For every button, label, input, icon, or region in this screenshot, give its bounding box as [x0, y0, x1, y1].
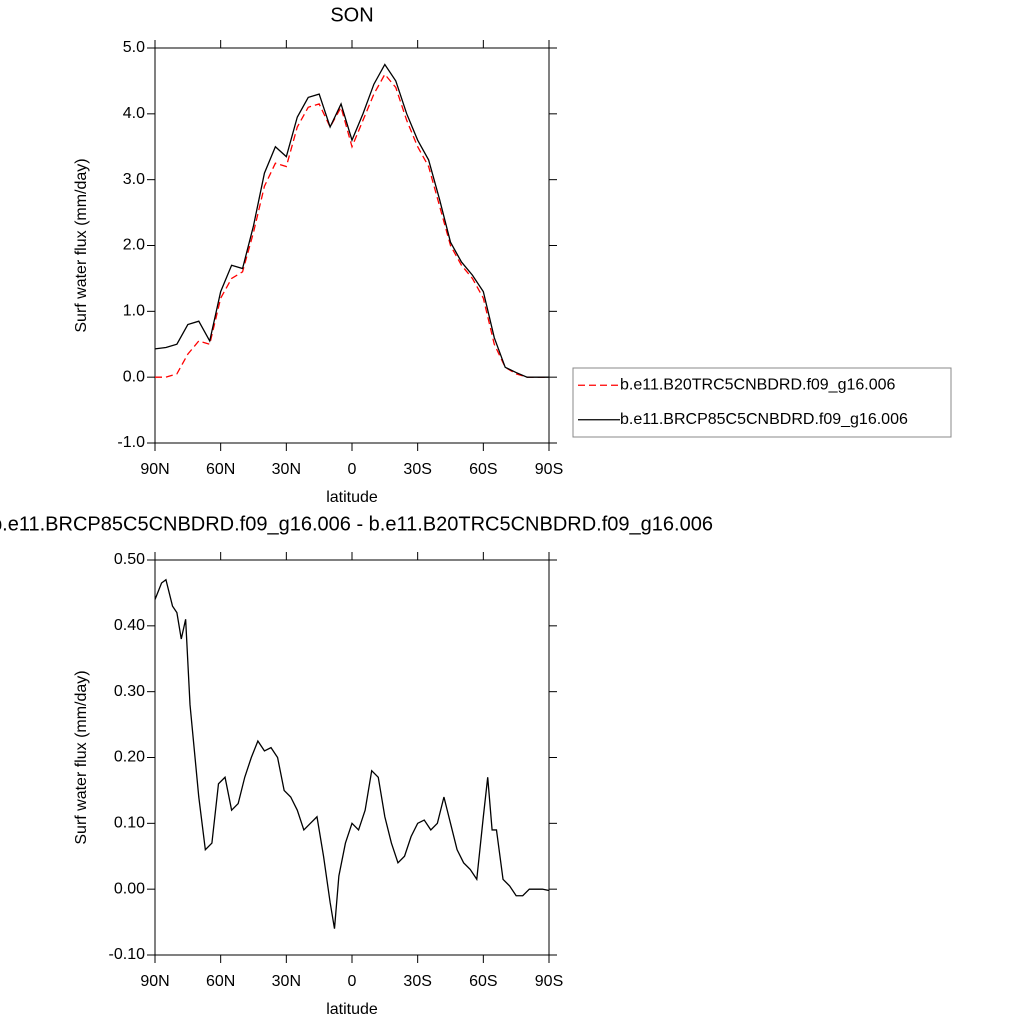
y-tick-label: 0.30 [114, 683, 145, 700]
y-tick-label: 0.0 [123, 368, 145, 385]
y-tick-label: -0.10 [109, 946, 146, 963]
legend-box [572, 367, 952, 438]
y-axis-label: Surf water flux (mm/day) [73, 158, 90, 332]
y-tick-label: 0.10 [114, 815, 145, 832]
x-tick-label: 90S [535, 973, 563, 990]
x-tick-label: 60N [206, 973, 235, 990]
x-tick-label: 90N [140, 461, 169, 478]
x-tick-label: 30S [403, 461, 431, 478]
data-line [154, 63, 549, 378]
y-tick-label: 0.20 [114, 749, 145, 766]
y-tick-label: -1.0 [117, 434, 145, 451]
y-axis-label: Surf water flux (mm/day) [73, 670, 90, 844]
x-axis-label: latitude [326, 489, 378, 506]
legend-label: b.e11.BRCP85C5CNBDRD.f09_g16.006 [620, 411, 908, 428]
x-tick-label: 0 [348, 461, 357, 478]
plot-frame [154, 559, 550, 956]
chart-title: SON [330, 4, 373, 26]
y-tick-label: 3.0 [123, 171, 145, 188]
legend-label: b.e11.B20TRC5CNBDRD.f09_g16.006 [620, 376, 896, 393]
y-tick-label: 0.50 [114, 551, 145, 568]
x-tick-label: 90N [140, 973, 169, 990]
x-tick-label: 60N [206, 461, 235, 478]
x-tick-label: 90S [535, 461, 563, 478]
plot-frame [154, 47, 550, 444]
y-tick-label: 0.40 [114, 617, 145, 634]
y-tick-label: 5.0 [123, 39, 145, 56]
data-line [154, 578, 550, 929]
x-tick-label: 30S [403, 973, 431, 990]
chart-title: b.e11.BRCP85C5CNBDRD.f09_g16.006 - b.e11… [0, 513, 713, 535]
y-tick-label: 4.0 [123, 105, 145, 122]
x-tick-label: 30N [272, 973, 301, 990]
x-tick-label: 30N [272, 461, 301, 478]
x-axis-label: latitude [326, 1001, 378, 1018]
y-tick-label: 1.0 [123, 303, 145, 320]
y-tick-label: 2.0 [123, 237, 145, 254]
data-line [155, 73, 549, 378]
x-tick-label: 0 [348, 973, 357, 990]
y-tick-label: 0.00 [114, 880, 145, 897]
x-tick-label: 60S [469, 461, 497, 478]
x-tick-label: 60S [469, 973, 497, 990]
